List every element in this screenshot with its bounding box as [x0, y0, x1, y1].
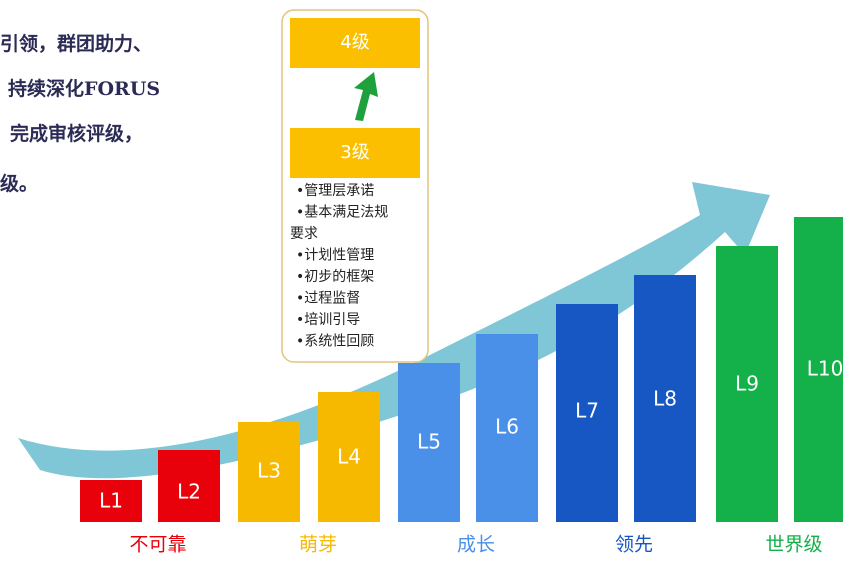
up-arrow [354, 72, 378, 121]
box-item: •计划性管理 [296, 248, 374, 264]
box-item: •基本满足法规 [296, 204, 388, 221]
level-label: L7 [575, 399, 599, 423]
left-text: 持续深化FORUS [8, 77, 160, 100]
left-text: 引领，群团助力、 [0, 32, 152, 55]
level-label: L1 [99, 489, 123, 513]
level-bar [556, 304, 618, 522]
box-item: 要求 [290, 226, 318, 242]
level-3-box [290, 128, 420, 178]
level-bar [238, 422, 300, 522]
level-bar [158, 450, 220, 522]
level-label: L9 [735, 372, 759, 396]
stage-label: 不可靠 [129, 534, 186, 556]
level-bar [476, 334, 538, 522]
level-bar [398, 363, 460, 522]
level-label: L6 [495, 415, 519, 439]
box-item: •系统性回顾 [296, 334, 374, 350]
level-label: 4级 [340, 32, 369, 53]
stage-label: 萌芽 [299, 534, 337, 556]
level-box [281, 9, 429, 363]
box-item: •培训引导 [296, 312, 360, 328]
stage-label: 领先 [615, 534, 653, 556]
level-label: L2 [177, 480, 201, 504]
stage-label: 成长 [457, 534, 495, 556]
left-text: 级。 [0, 172, 38, 195]
level-bar [318, 392, 380, 522]
level-bar [794, 217, 843, 522]
level-label: L4 [337, 445, 361, 469]
level-label: L3 [257, 459, 281, 483]
level-label: L8 [653, 387, 677, 411]
box-item: •初步的框架 [296, 268, 374, 285]
level-bar [80, 480, 142, 522]
level-label: L10 [807, 357, 843, 381]
level-label: 3级 [340, 142, 369, 163]
level-4-box [290, 18, 420, 68]
box-item: •过程监督 [296, 291, 360, 307]
level-label: L5 [417, 430, 441, 454]
stage-label: 世界级 [765, 534, 822, 556]
level-bar [716, 246, 778, 522]
box-item: •管理层承诺 [296, 183, 374, 199]
left-text: 完成审核评级， [10, 122, 143, 145]
level-bar [634, 275, 696, 522]
